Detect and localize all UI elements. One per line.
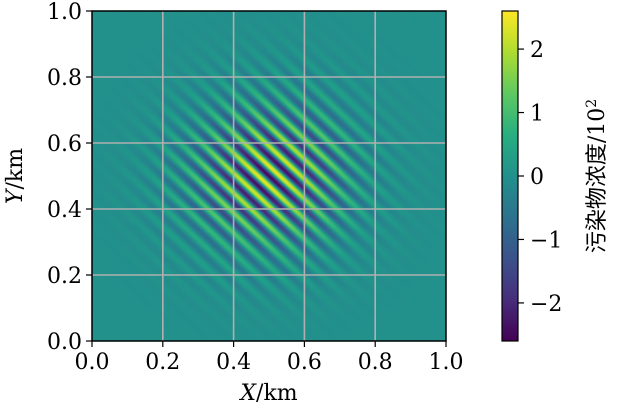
y-tick-label: 0.4 <box>47 198 82 223</box>
y-tick-label: 0.8 <box>47 66 82 91</box>
colorbar-label-text: 污染物浓度/10 <box>585 108 610 253</box>
y-axis-ticks: 0.0 0.2 0.4 0.6 0.8 1.0 <box>47 0 92 355</box>
colorbar-tick-label: 1 <box>530 102 544 127</box>
colorbar-tick-label: −1 <box>530 228 562 253</box>
colorbar-tick-label: 2 <box>530 38 544 63</box>
y-tick-label: 0.2 <box>47 264 82 289</box>
colorbar-ticks: 2 1 0 −1 −2 <box>518 38 562 317</box>
plot-area <box>91 10 447 342</box>
colorbar: 210−1−2 污染物浓度/102 <box>501 10 610 342</box>
plot-frame <box>91 10 447 342</box>
x-tick-label: 0.2 <box>145 350 180 375</box>
colorbar-tick-label: −2 <box>530 292 562 317</box>
x-tick-label: 1.0 <box>429 350 464 375</box>
y-tick-label: 0.0 <box>47 330 82 355</box>
x-tick-label: 0.8 <box>358 350 393 375</box>
y-tick-label: 0.6 <box>47 132 82 157</box>
y-axis-label: Y/km <box>3 148 28 204</box>
x-axis-label-unit: /km <box>256 381 298 405</box>
x-tick-label: 0.0 <box>75 350 110 375</box>
colorbar-label-exponent: 2 <box>584 99 600 108</box>
y-tick-label: 1.0 <box>47 0 82 25</box>
grid-lines <box>92 11 446 341</box>
x-axis-label-var: X <box>238 381 257 405</box>
x-axis-label: X/km <box>238 381 297 405</box>
x-tick-label: 0.6 <box>287 350 322 375</box>
colorbar-gradient <box>501 10 519 342</box>
x-axis-ticks: 0.0 0.2 0.4 0.6 0.8 1.0 <box>75 341 464 375</box>
y-axis-label-unit: /km <box>3 148 28 190</box>
heatmap <box>92 11 446 341</box>
x-tick-label: 0.4 <box>216 350 251 375</box>
colorbar-tick-label: 0 <box>530 165 544 190</box>
y-axis-label-var: Y <box>3 187 28 204</box>
colorbar-label: 污染物浓度/102 <box>584 99 610 253</box>
